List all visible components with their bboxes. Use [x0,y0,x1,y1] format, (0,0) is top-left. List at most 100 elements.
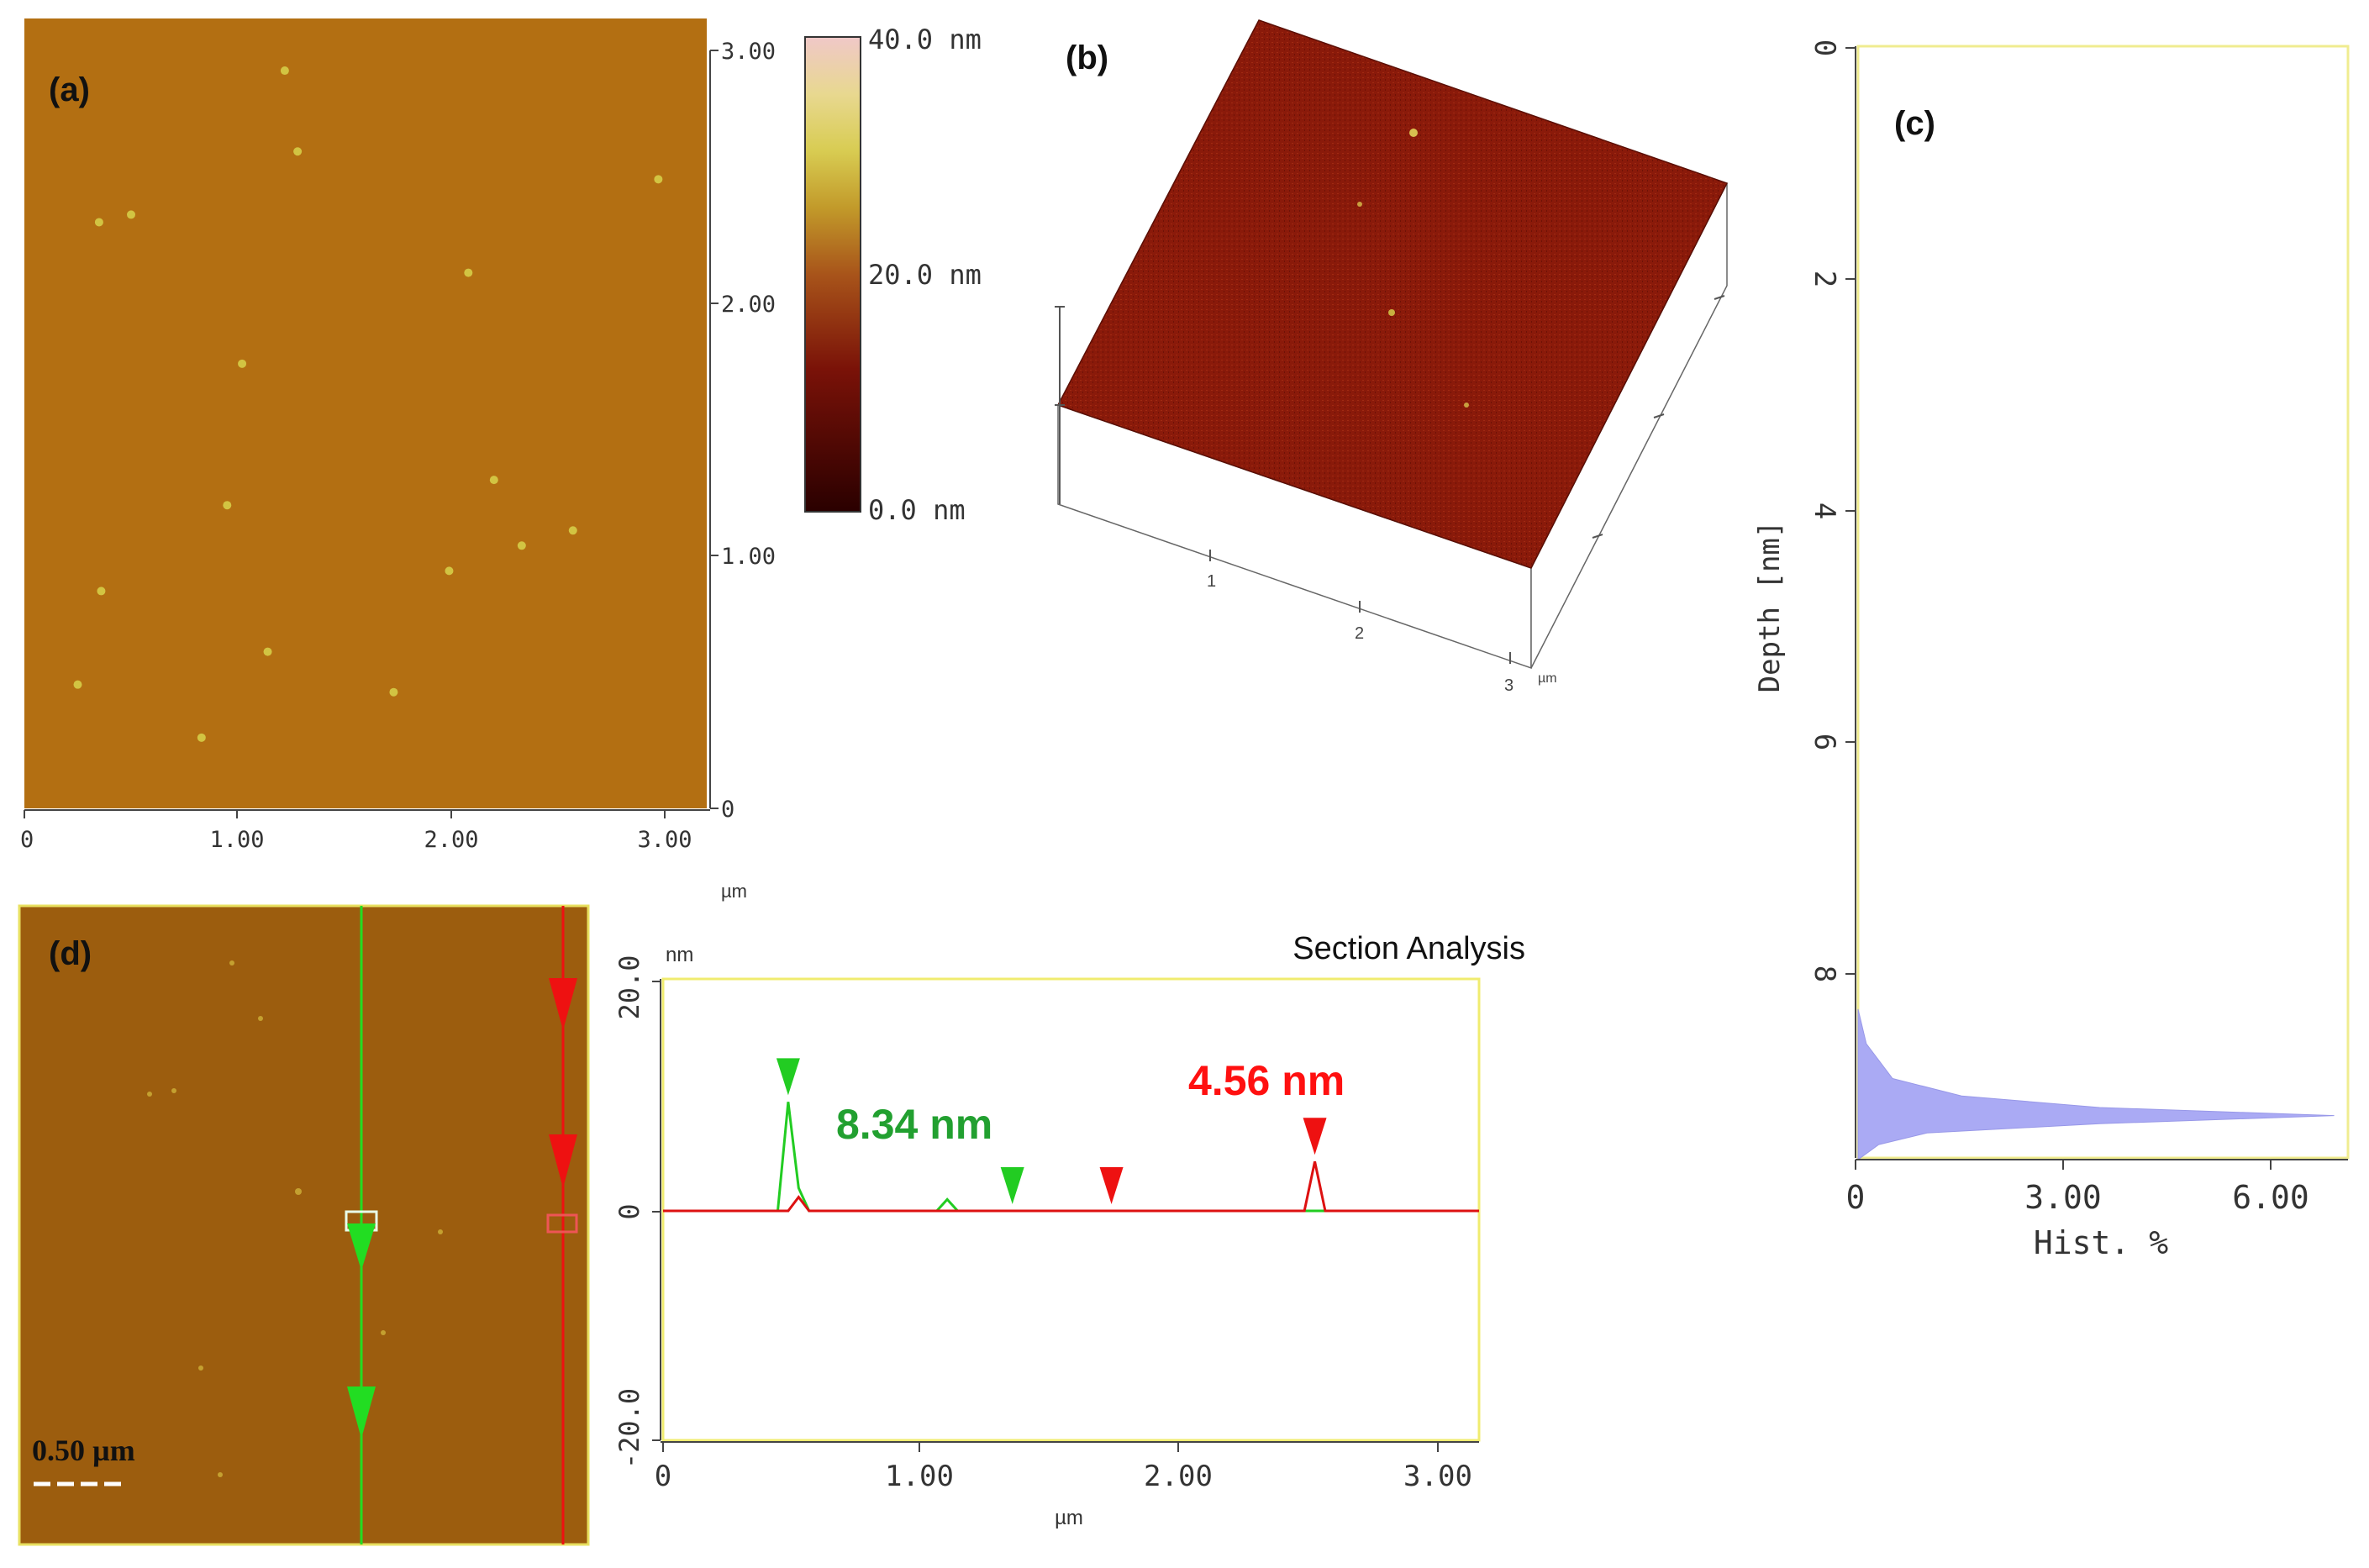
particle [280,66,289,76]
particle [258,1016,263,1021]
section-title: Section Analysis [1292,931,1525,966]
particle [464,268,473,277]
particle-layer-d [147,960,443,1477]
particle [568,526,577,535]
section-x-tick-label: 2.00 [1144,1460,1213,1493]
histogram-plot-frame [1856,45,2350,1160]
c-x-tick-label: 3.00 [2024,1179,2102,1216]
panel-c-label: (c) [1894,105,1935,142]
c-x-axis-label: Hist. % [2034,1224,2168,1261]
colorbar-min-label: 0.0 nm [868,494,966,526]
c-x-tick-label: 6.00 [2232,1179,2309,1216]
b-axis-tick-label: 3 [1504,676,1514,695]
c-y-axis-label: Depth [nm] [1753,521,1787,693]
section-plot-cursors [776,1058,1327,1204]
panel-d-image: 0.50 µm (d) [18,904,590,1546]
particle [389,687,398,697]
surface-peak [1357,202,1362,207]
panel-c: 0 2 4 6 8 Depth [nm] 0 3.00 6.00 Hist. %… [1753,39,2350,1261]
particle [517,541,526,550]
particle [293,147,303,156]
a-y-tick-label: 3.00 [721,39,776,65]
a-x-tick-label: 1.00 [209,827,264,853]
section-y-tick-label: -20.0 [613,1388,645,1469]
section-plot-cursor[interactable] [776,1058,800,1096]
b-y-tick [1592,534,1603,539]
particle [147,1092,152,1097]
panel-b: 1 2 3 µm (b) [1055,19,1729,695]
particle [198,1365,203,1371]
afm-height-map-a [24,18,707,808]
particle [263,647,272,656]
annotation-green-height: 8.34 nm [836,1101,992,1148]
a-y-tick-label: 0 [721,797,734,823]
particle [223,501,232,510]
particle [489,476,498,485]
particle-layer-a [73,66,663,742]
c-y-tick-label: 4 [1808,502,1841,519]
section-x-tick-label: 1.00 [885,1460,954,1493]
section-marker-red[interactable] [546,1213,578,1234]
surface-peak [1464,403,1469,408]
section-profile-lines [663,1102,1479,1213]
b-axis-tick-label: 1 [1207,572,1216,591]
section-plot-cursor[interactable] [1000,1167,1024,1204]
section-y-unit: nm [666,944,693,966]
panel-a-label: (a) [49,71,90,108]
c-y-tick-label: 2 [1808,271,1841,287]
section-cursor-green[interactable] [347,1386,376,1439]
a-x-tick-label: 0 [20,827,34,853]
particle [171,1088,176,1093]
afm-height-map-d [18,904,590,1546]
a-y-tick-label: 1.00 [721,544,776,570]
a-x-tick-label: 3.00 [637,827,692,853]
c-y-tick-label: 6 [1808,734,1841,750]
section-cursor-red[interactable] [549,1134,577,1188]
c-y-ticks [1845,47,1856,975]
c-y-tick-label: 8 [1808,966,1841,982]
colorbar-max-label: 40.0 nm [868,24,982,55]
particle [127,210,135,219]
particle [218,1472,223,1477]
particle [445,566,454,576]
a-x-unit: µm [721,881,747,902]
section-x-tick-label: 3.00 [1403,1460,1472,1493]
c-x-tick-label: 0 [1846,1179,1866,1216]
panel-a: (a) 3.00 2.00 1.00 0 0 1.00 2.00 3.00 µm… [20,18,982,902]
particle [97,587,106,596]
particle [654,175,663,184]
particle [94,218,103,227]
particle [381,1330,386,1335]
depth-histogram [1857,1008,2335,1160]
surface-peak [1388,309,1395,316]
panel-b-label: (b) [1066,39,1108,76]
afm-3d-surface [1056,19,1729,569]
section-plot-cursor[interactable] [1303,1118,1327,1155]
surface-peak [1409,129,1418,137]
particle [73,680,82,689]
section-cursor-green[interactable] [347,1223,376,1271]
section-series-red [663,1160,1479,1213]
panel-d-label: (d) [49,935,92,972]
a-y-tick-label: 2.00 [721,292,776,318]
particle [238,359,247,368]
section-x-tick-label: 0 [655,1460,671,1493]
panel-d-section: Section Analysis nm 20.0 0 -20.0 0 1.00 … [613,931,1525,1529]
b-axis-unit: µm [1538,671,1557,686]
section-y-tick-label: 0 [613,1203,645,1219]
colorbar [804,36,861,513]
particle [197,733,206,742]
section-cursor-red[interactable] [549,978,577,1030]
particle [229,960,234,966]
particle [295,1188,302,1195]
annotation-red-height: 4.56 nm [1188,1057,1345,1104]
particle [438,1229,443,1234]
scale-bar-label: 0.50 µm [32,1434,135,1467]
b-y-tick [1653,413,1665,418]
section-plot-cursor[interactable] [1099,1167,1124,1204]
section-y-tick-label: 20.0 [613,955,645,1019]
b-y-tick [1714,295,1725,300]
colorbar-mid-label: 20.0 nm [868,259,982,291]
section-x-unit: µm [1055,1507,1083,1529]
